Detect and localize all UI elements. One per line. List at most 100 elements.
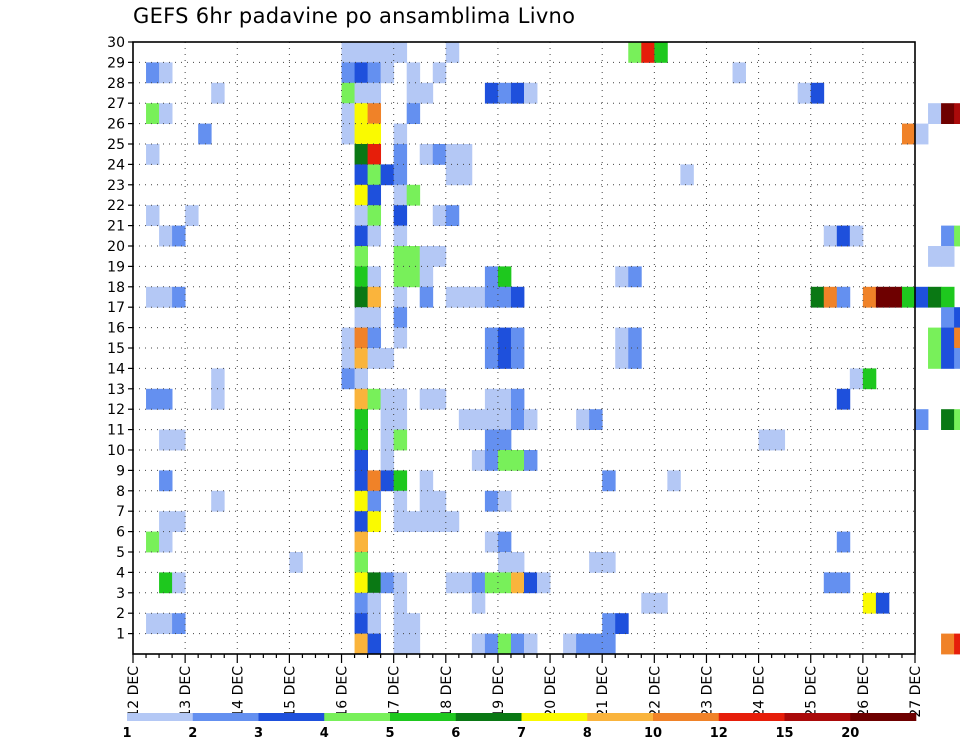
heatmap-cell xyxy=(628,42,642,63)
heatmap-cell xyxy=(484,429,499,451)
heatmap-cell xyxy=(484,348,499,369)
heatmap-cell xyxy=(497,286,512,308)
y-tick-label: 26 xyxy=(107,117,125,133)
heatmap-cell xyxy=(406,613,421,634)
heatmap-cell xyxy=(341,42,355,63)
heatmap-cell xyxy=(393,572,408,594)
y-tick-label: 8 xyxy=(116,484,125,500)
heatmap-cell xyxy=(367,307,382,328)
heatmap-cell xyxy=(172,613,186,634)
heatmap-cell xyxy=(458,286,473,308)
heatmap-cell xyxy=(928,327,942,349)
heatmap-cell xyxy=(615,348,629,369)
colorbar-label: 6 xyxy=(451,726,460,741)
heatmap-cell xyxy=(367,388,382,410)
heatmap-cell xyxy=(602,470,616,492)
heatmap-cell xyxy=(875,592,890,614)
heatmap-cell xyxy=(419,286,434,308)
heatmap-cell xyxy=(497,633,512,655)
heatmap-cell xyxy=(680,164,694,186)
heatmap-cell xyxy=(367,266,382,288)
heatmap-cell xyxy=(524,633,538,655)
heatmap-cell xyxy=(510,572,525,594)
heatmap-cell xyxy=(941,225,955,247)
heatmap-cell xyxy=(159,572,173,594)
heatmap-cell xyxy=(159,613,173,634)
heatmap-cell xyxy=(615,266,629,288)
heatmap-cell xyxy=(615,613,629,634)
heatmap-cell xyxy=(354,490,368,512)
heatmap-cell xyxy=(354,42,368,63)
heatmap-cell xyxy=(393,633,408,655)
heatmap-cell xyxy=(510,388,525,410)
y-tick-label: 9 xyxy=(116,463,125,479)
heatmap-cell xyxy=(641,592,655,614)
heatmap-cell xyxy=(354,348,368,369)
heatmap-cell xyxy=(941,633,955,655)
heatmap-cell xyxy=(641,42,655,63)
x-tick-label: 23 DEC xyxy=(699,666,715,718)
colorbar-label: 10 xyxy=(644,726,662,741)
heatmap-cell xyxy=(432,205,447,226)
x-tick-label: 14 DEC xyxy=(230,666,246,718)
heatmap-cell xyxy=(941,103,955,124)
heatmap-cell xyxy=(667,470,681,492)
heatmap-cell xyxy=(172,225,186,247)
heatmap-cell xyxy=(901,123,916,145)
dotted-grid xyxy=(133,42,915,654)
heatmap-cell xyxy=(393,429,408,451)
heatmap-cell xyxy=(354,592,368,614)
heatmap-cell xyxy=(497,572,512,594)
heatmap-cell xyxy=(146,62,160,84)
heatmap-cell xyxy=(393,164,408,186)
heatmap-cell xyxy=(354,184,368,206)
heatmap-cell xyxy=(928,246,942,267)
heatmap-cell xyxy=(380,348,395,369)
y-tick-label: 2 xyxy=(116,606,125,622)
heatmap-cell xyxy=(524,572,538,594)
heatmap-cells xyxy=(146,42,960,655)
heatmap-cell xyxy=(941,246,955,267)
heatmap-cell xyxy=(354,307,368,328)
heatmap-cell xyxy=(406,511,421,532)
heatmap-cell xyxy=(510,286,525,308)
heatmap-cell xyxy=(797,82,812,104)
heatmap-cell xyxy=(915,409,929,430)
heatmap-cell xyxy=(354,82,368,104)
heatmap-cell xyxy=(484,531,499,553)
heatmap-cell xyxy=(823,225,838,247)
heatmap-cell xyxy=(354,266,368,288)
colorbar-label: 20 xyxy=(841,726,859,741)
colorbar-swatch xyxy=(390,713,457,721)
heatmap-cell xyxy=(393,205,408,226)
y-tick-label: 4 xyxy=(116,565,125,581)
heatmap-cell xyxy=(484,388,499,410)
heatmap-cell xyxy=(393,246,408,267)
x-tick-label: 27 DEC xyxy=(908,666,924,718)
heatmap-cell xyxy=(211,490,225,512)
colorbar-label: 7 xyxy=(517,726,526,741)
heatmap-cell xyxy=(628,348,642,369)
heatmap-cell xyxy=(354,123,368,145)
heatmap-cell xyxy=(393,266,408,288)
heatmap-cell xyxy=(393,184,408,206)
heatmap-cell xyxy=(524,409,538,430)
y-tick-label: 17 xyxy=(107,300,125,316)
y-tick-label: 12 xyxy=(107,402,125,418)
heatmap-cell xyxy=(380,164,395,186)
heatmap-cell xyxy=(458,572,473,594)
heatmap-cell xyxy=(419,144,434,165)
heatmap-cell xyxy=(172,286,186,308)
heatmap-cell xyxy=(159,225,173,247)
heatmap-cell xyxy=(602,633,616,655)
y-tick-label: 3 xyxy=(116,586,125,602)
heatmap-cell xyxy=(849,225,864,247)
heatmap-cell xyxy=(419,470,434,492)
heatmap-cell xyxy=(159,103,173,124)
y-tick-label: 24 xyxy=(107,157,125,173)
heatmap-cell xyxy=(862,592,877,614)
colorbar-label: 8 xyxy=(583,726,592,741)
y-tick-label: 22 xyxy=(107,198,125,214)
y-tick-label: 15 xyxy=(107,341,125,357)
heatmap-cell xyxy=(419,246,434,267)
